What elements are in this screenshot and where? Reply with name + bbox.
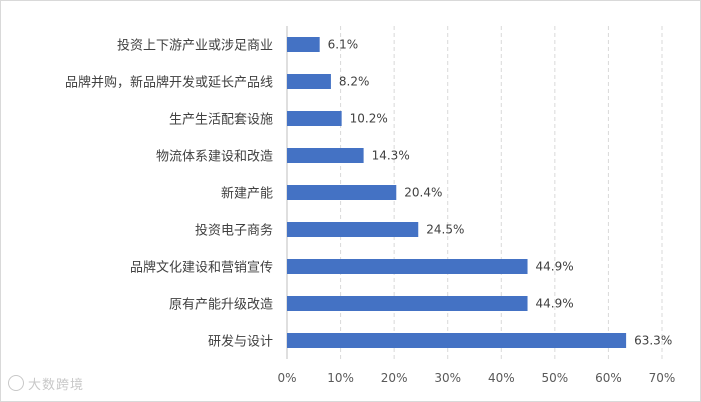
data-label: 44.9% <box>536 297 574 311</box>
data-label: 10.2% <box>350 112 388 126</box>
bar <box>287 74 331 89</box>
watermark: 大数跨境 <box>8 374 84 393</box>
category-label: 投资电子商务 <box>195 223 273 239</box>
x-tick-label: 40% <box>488 371 515 385</box>
data-label: 8.2% <box>339 75 370 89</box>
category-label: 品牌文化建设和营销宣传 <box>130 260 273 276</box>
category-label: 原有产能升级改造 <box>169 298 273 313</box>
bar <box>287 333 627 348</box>
x-tick-label: 60% <box>595 371 622 385</box>
bar <box>287 37 320 52</box>
bar <box>287 222 419 237</box>
category-label: 投资上下游产业或涉足商业 <box>117 38 273 54</box>
bar <box>287 111 342 126</box>
bar <box>287 296 528 311</box>
watermark-text: 大数跨境 <box>28 378 85 393</box>
data-labels: 6.1% 8.2% 10.2% 14.3% 20.4% 24.5% 44.9% 44.9% 63… <box>328 38 673 348</box>
data-label: 20.4% <box>404 186 442 200</box>
x-tick-label: 0% <box>277 371 296 385</box>
bar <box>287 148 364 163</box>
x-tick-label: 30% <box>434 371 461 385</box>
x-axis-ticks: 0% 10% 20% 30% 40% 50% 60% 70% <box>277 371 675 385</box>
data-label: 44.9% <box>536 260 574 274</box>
x-tick-label: 50% <box>542 371 569 385</box>
x-tick-label: 70% <box>649 371 676 385</box>
watermark-logo-icon <box>8 375 24 391</box>
data-label: 14.3% <box>372 149 410 163</box>
data-label: 63.3% <box>634 334 672 348</box>
x-tick-label: 20% <box>381 371 408 385</box>
category-label: 新建产能 <box>221 186 273 202</box>
category-label: 物流体系建设和改造 <box>156 150 273 165</box>
data-label: 24.5% <box>426 223 464 237</box>
bar <box>287 259 528 274</box>
bar-layer <box>287 37 627 348</box>
category-label: 品牌并购，新品牌开发或延长产品线 <box>65 75 273 91</box>
bar <box>287 185 397 200</box>
category-label: 生产生活配套设施 <box>169 112 273 128</box>
x-tick-label: 10% <box>327 371 354 385</box>
data-label: 6.1% <box>328 38 359 52</box>
category-labels: 投资上下游产业或涉足商业品牌并购，新品牌开发或延长产品线生产生活配套设施物流体系… <box>65 38 273 350</box>
category-label: 研发与设计 <box>208 334 273 350</box>
